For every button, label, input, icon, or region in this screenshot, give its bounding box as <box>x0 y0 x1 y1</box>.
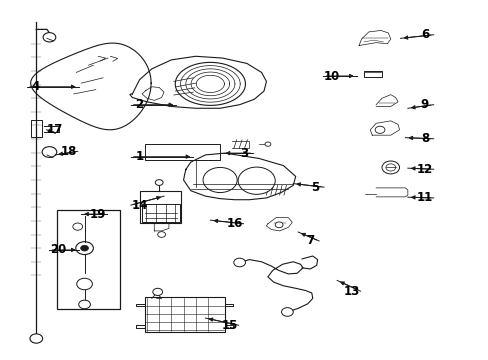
Bar <box>144 144 220 160</box>
Circle shape <box>43 33 56 42</box>
Circle shape <box>158 231 165 237</box>
Circle shape <box>76 242 93 255</box>
Bar <box>144 297 224 332</box>
Circle shape <box>42 147 57 157</box>
Bar <box>31 120 41 137</box>
Text: 4: 4 <box>32 80 40 93</box>
Text: 17: 17 <box>47 123 63 136</box>
Circle shape <box>77 278 92 290</box>
Circle shape <box>374 126 384 134</box>
Text: 5: 5 <box>310 181 319 194</box>
Text: 8: 8 <box>420 132 428 145</box>
Text: 19: 19 <box>90 208 106 221</box>
Bar <box>57 211 120 309</box>
Text: 7: 7 <box>305 234 314 247</box>
Bar <box>363 71 382 77</box>
Circle shape <box>281 308 293 316</box>
Text: 10: 10 <box>324 69 340 82</box>
Circle shape <box>155 180 163 185</box>
Text: 9: 9 <box>420 98 428 111</box>
Circle shape <box>275 222 283 228</box>
Bar <box>142 204 180 222</box>
Text: 12: 12 <box>416 163 432 176</box>
Text: 18: 18 <box>61 145 77 158</box>
Bar <box>140 191 181 223</box>
Circle shape <box>238 167 275 194</box>
Circle shape <box>73 223 82 230</box>
Text: 13: 13 <box>343 285 359 298</box>
Text: 6: 6 <box>420 28 428 41</box>
Text: 1: 1 <box>135 150 143 163</box>
Text: 2: 2 <box>135 98 143 111</box>
Circle shape <box>79 300 90 309</box>
Circle shape <box>381 161 399 174</box>
Text: 3: 3 <box>240 147 248 159</box>
Text: 14: 14 <box>131 199 147 212</box>
Circle shape <box>385 164 395 171</box>
Text: 11: 11 <box>416 192 432 204</box>
Circle shape <box>264 142 270 146</box>
Circle shape <box>30 334 42 343</box>
Circle shape <box>153 288 162 296</box>
Circle shape <box>81 245 88 251</box>
Text: 16: 16 <box>226 217 243 230</box>
Circle shape <box>203 167 237 193</box>
Text: 15: 15 <box>221 319 238 332</box>
Text: 20: 20 <box>50 243 66 256</box>
Circle shape <box>233 258 245 267</box>
